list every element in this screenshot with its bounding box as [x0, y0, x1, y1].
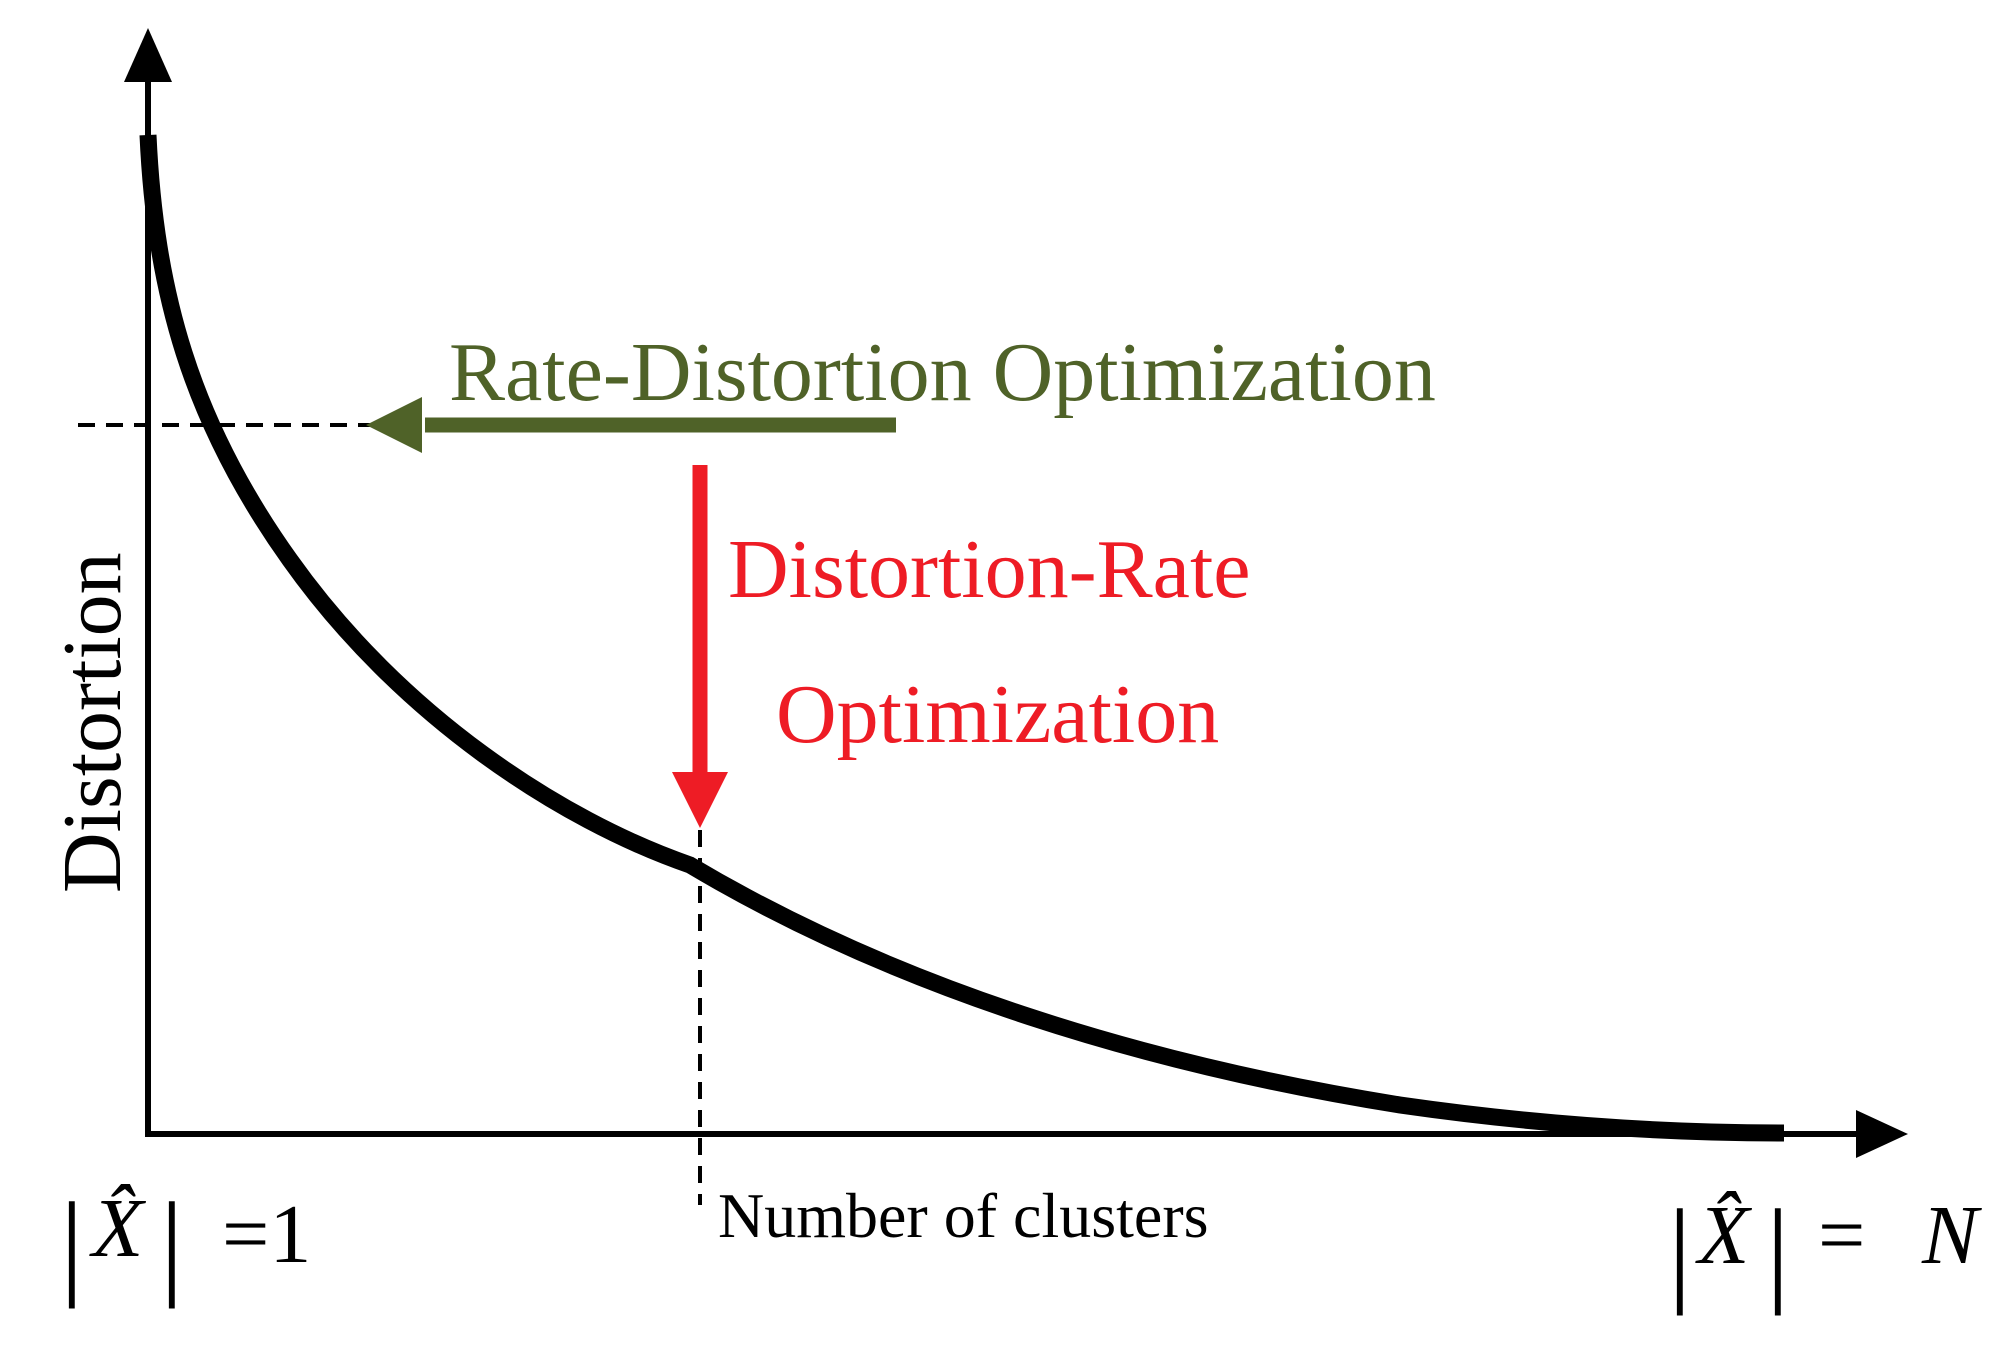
x-min-abs-open: | — [60, 1178, 84, 1309]
x-max-abs-open: | — [1668, 1185, 1692, 1316]
x-max-symbol: X̂ — [1695, 1189, 1753, 1282]
distortion-rate-label-line1: Distortion-Rate — [728, 523, 1251, 616]
y-axis-arrowhead — [124, 28, 172, 82]
distortion-rate-arrowhead — [672, 772, 728, 828]
y-axis-label: Distortion — [46, 552, 139, 893]
x-max-relation: = — [1818, 1189, 1865, 1282]
distortion-curve — [139, 134, 1785, 1142]
x-axis-arrowhead — [1856, 1110, 1908, 1158]
distortion-rate-label-line2: Optimization — [776, 668, 1219, 761]
rate-distortion-label: Rate-Distortion Optimization — [449, 326, 1436, 419]
rate-distortion-arrowhead — [366, 397, 422, 453]
x-min-abs-close: | — [160, 1178, 184, 1309]
x-max-abs-close: | — [1766, 1185, 1790, 1316]
x-min-relation: =1 — [222, 1188, 311, 1281]
x-axis-label: Number of clusters — [718, 1180, 1209, 1251]
x-max-value: N — [1921, 1189, 1982, 1282]
x-min-symbol: X̂ — [89, 1182, 147, 1275]
